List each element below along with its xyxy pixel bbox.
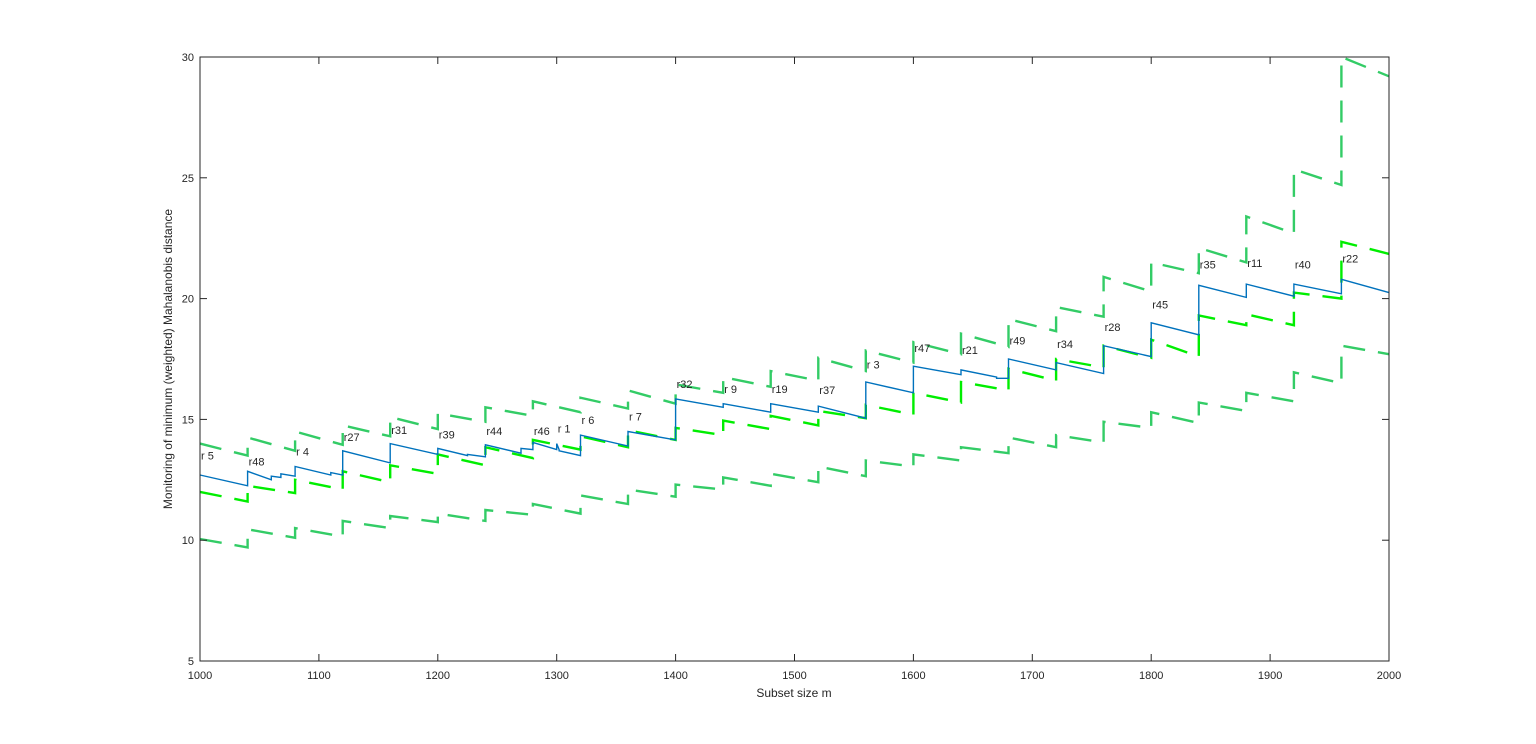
x-tick-label: 1700 (1020, 670, 1044, 682)
x-tick-label: 1000 (188, 670, 212, 682)
y-tick-label: 15 (182, 414, 194, 426)
annotation-label: r 4 (296, 447, 309, 459)
annotation-label: r 3 (867, 360, 880, 372)
annotation-label: r28 (1105, 322, 1121, 334)
series-layer (199, 55, 1390, 549)
annotation-label: r 5 (201, 450, 214, 462)
y-axis: 5 10 15 20 25 30 (182, 52, 1389, 668)
annotation-label: r39 (439, 430, 455, 442)
annotation-label: r31 (391, 425, 407, 437)
y-tick-label: 20 (182, 294, 194, 306)
annotation-label: r44 (486, 426, 502, 438)
annotation-label: r49 (1010, 336, 1026, 348)
annotation-label: r35 (1200, 259, 1216, 271)
annotation-label: r48 (249, 456, 265, 468)
annotation-label: r 6 (582, 415, 595, 427)
y-tick-label: 25 (182, 173, 194, 185)
x-tick-label: 1300 (544, 670, 568, 682)
annotation-label: r19 (772, 384, 788, 396)
y-tick-label: 30 (182, 52, 194, 64)
annotation-label: r34 (1057, 339, 1073, 351)
annotation-label: r11 (1247, 258, 1262, 270)
annotation-label: r45 (1152, 299, 1168, 311)
y-tick-label: 5 (188, 656, 194, 668)
series-envelope-upper-2 (199, 55, 1390, 458)
x-tick-label: 1800 (1139, 670, 1163, 682)
x-tick-label: 1400 (663, 670, 687, 682)
annotation-label: r32 (677, 379, 693, 391)
x-tick-label: 1100 (307, 670, 331, 682)
annotation-label: r27 (344, 432, 360, 444)
plot-area (200, 57, 1389, 661)
x-tick-label: 1200 (426, 670, 450, 682)
annotation-label: r 7 (629, 412, 642, 424)
annotation-label: r37 (819, 385, 835, 397)
x-tick-label: 1900 (1258, 670, 1282, 682)
annotation-label: r 1 (558, 424, 571, 436)
x-tick-label: 1500 (782, 670, 806, 682)
x-axis: 1000 1100 1200 1300 1400 1500 1600 1700 1800 1900… (188, 57, 1401, 682)
annotation-label: r 9 (724, 384, 737, 396)
series-envelope-lower (199, 344, 1390, 549)
annotation-label: r21 (962, 345, 978, 357)
x-tick-label: 2000 (1377, 670, 1401, 682)
annotation-layer: r 5 r48 r 4 r27 r31 r39 r44 r46 r 1 r 6 r 7 r32 r 9 r… (201, 253, 1358, 468)
annotation-label: r46 (534, 426, 550, 438)
y-axis-label: Monitoring of minimum (weighted) Mahalan… (161, 209, 175, 509)
series-envelope-upper-1 (199, 240, 1390, 503)
annotation-label: r40 (1295, 259, 1311, 271)
y-tick-label: 10 (182, 535, 194, 547)
series-mdr (199, 278, 1390, 487)
annotation-label: r47 (914, 343, 930, 355)
annotation-label: r22 (1342, 253, 1358, 265)
x-tick-label: 1600 (901, 670, 925, 682)
x-axis-label: Subset size m (756, 686, 831, 700)
